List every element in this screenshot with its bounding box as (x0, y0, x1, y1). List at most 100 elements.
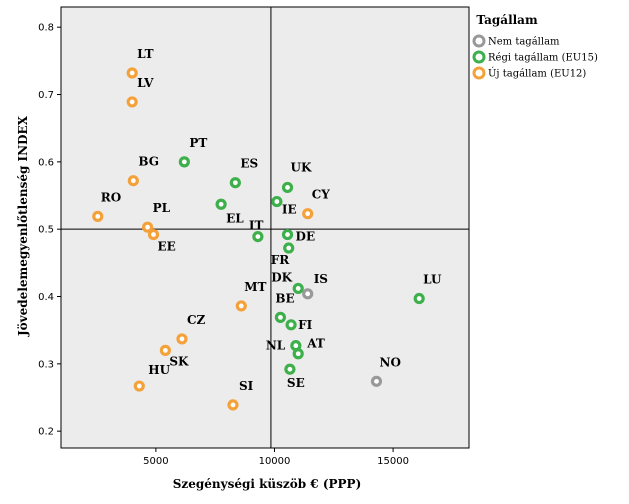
point-label: EE (158, 240, 176, 254)
y-tick-label: 0.6 (38, 157, 54, 168)
legend-marker-eu12 (472, 66, 486, 80)
point-label: PT (189, 136, 207, 150)
data-point-es: ES (229, 157, 258, 189)
data-point-fr: FR (271, 242, 295, 267)
point-marker (127, 175, 139, 187)
data-point-ro: RO (92, 190, 121, 222)
point-label: ES (240, 157, 258, 171)
data-point-pl: PL (141, 201, 171, 233)
point-label: NO (379, 355, 400, 369)
point-label: EL (226, 211, 244, 225)
point-label: NL (266, 339, 286, 353)
x-axis-title: Szegénységi küszöb € (PPP) (173, 477, 362, 491)
data-point-cy: CY (302, 188, 331, 220)
data-point-at: AT (292, 337, 325, 360)
plot-area (60, 6, 470, 449)
point-marker (215, 198, 227, 210)
data-point-fi: FI (285, 318, 313, 332)
data-point-mt: MT (235, 280, 267, 312)
x-tick-label: 10000 (259, 456, 291, 467)
point-marker (302, 288, 314, 300)
legend-label-eu15: Régi tagállam (EU15) (488, 53, 598, 64)
data-point-lv: LV (126, 76, 154, 108)
point-label: PL (153, 201, 171, 215)
data-point-hu: HU (133, 363, 171, 392)
data-point-se: SE (284, 363, 305, 390)
point-label: UK (291, 160, 312, 174)
point-label: SI (239, 379, 254, 393)
x-axis-ticks: 5000 10000 15000 (143, 448, 409, 467)
data-point-it: IT (249, 219, 264, 243)
data-point-ee: EE (147, 228, 176, 254)
point-label: CY (312, 188, 331, 202)
data-point-uk: UK (281, 160, 312, 194)
y-tick-label: 0.3 (38, 359, 54, 370)
point-label: IE (282, 203, 297, 217)
data-point-bg: BG (127, 155, 159, 187)
point-label: BG (138, 155, 159, 169)
point-marker (302, 208, 314, 220)
point-label: DE (296, 230, 316, 244)
data-point-sk: SK (159, 344, 189, 368)
data-point-be: BE (274, 291, 295, 323)
point-marker (159, 344, 171, 356)
point-label: DK (271, 270, 292, 284)
point-label: HU (148, 363, 170, 377)
point-marker (133, 380, 145, 392)
point-label: LU (423, 273, 442, 287)
y-tick-label: 0.4 (38, 292, 54, 303)
data-point-pt: PT (178, 136, 207, 168)
point-label: IT (249, 219, 264, 233)
data-points: LT LV BG RO PL EE PT ES EL IT UK IE CY DE FR DK IS MT BE FI… (92, 47, 442, 411)
data-point-no: NO (370, 355, 401, 387)
y-tick-label: 0.8 (38, 23, 54, 34)
legend-marker-non (472, 34, 486, 48)
point-marker (141, 221, 154, 233)
point-label: LT (137, 47, 153, 61)
data-point-el: EL (215, 198, 244, 225)
data-point-de: DE (281, 228, 316, 244)
point-marker (126, 96, 138, 108)
point-marker (274, 311, 287, 323)
data-point-lt: LT (126, 47, 154, 79)
legend-title: Tagállam (476, 13, 538, 27)
point-marker (229, 177, 241, 189)
data-point-ie: IE (271, 195, 297, 217)
data-point-si: SI (227, 379, 254, 411)
point-label: RO (101, 190, 121, 204)
point-marker (413, 292, 425, 305)
y-tick-label: 0.7 (38, 90, 54, 101)
x-tick-label: 5000 (143, 456, 168, 467)
y-axis-ticks: 0.2 0.3 0.4 0.5 0.6 0.7 0.8 (38, 23, 61, 438)
point-label: SK (169, 354, 189, 368)
point-label: BE (275, 291, 294, 305)
point-marker (283, 242, 295, 254)
point-label: FI (298, 318, 313, 332)
legend-marker-eu15 (472, 50, 486, 64)
point-marker (281, 181, 294, 194)
point-marker (285, 319, 297, 331)
point-marker (292, 282, 304, 295)
y-tick-label: 0.5 (38, 225, 54, 236)
point-label: MT (244, 280, 266, 294)
reference-lines (61, 7, 469, 448)
point-label: LV (137, 76, 154, 90)
data-point-is: IS (302, 272, 328, 300)
data-point-cz: CZ (176, 313, 206, 345)
point-label: FR (271, 253, 291, 267)
point-marker (281, 228, 294, 241)
point-marker (176, 333, 188, 345)
point-marker (227, 399, 239, 411)
y-tick-label: 0.2 (38, 427, 54, 438)
point-marker (147, 228, 160, 241)
point-marker (292, 348, 304, 360)
point-marker (284, 363, 296, 375)
point-label: IS (314, 272, 328, 286)
legend: Tagállam Nem tagállam Régi tagállam (EU15… (472, 13, 598, 80)
point-marker (370, 375, 383, 387)
legend-label-non: Nem tagállam (488, 37, 560, 48)
point-marker (126, 67, 138, 79)
point-marker (271, 195, 283, 208)
data-point-lu: LU (413, 273, 442, 305)
